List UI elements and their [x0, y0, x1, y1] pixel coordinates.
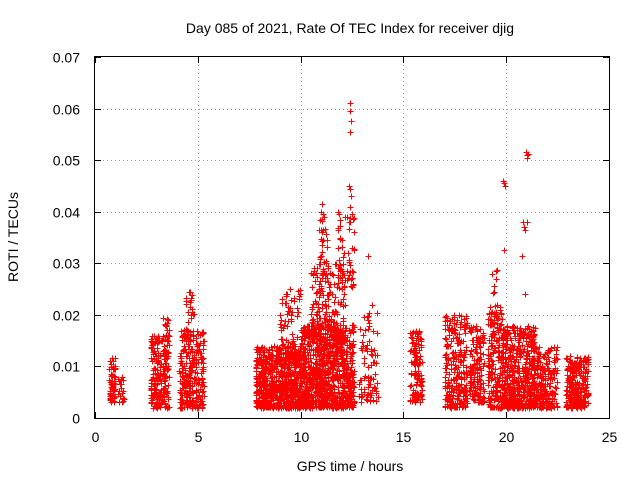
x-axis-label: GPS time / hours — [297, 458, 404, 474]
roti-point-markers — [106, 100, 592, 412]
x-tick-label: 25 — [602, 429, 618, 445]
plot-frame — [94, 56, 610, 419]
y-axis-label: ROTI / TECUs — [5, 192, 21, 282]
y-tick-label: 0.04 — [53, 205, 80, 221]
axis-ticks: 0 5 10 15 20 25 0 0.01 0.02 0.03 0.04 0.05 0.06 0.07 — [53, 50, 618, 446]
y-tick-label: 0.05 — [53, 153, 80, 169]
y-tick-label: 0.06 — [53, 102, 80, 118]
data-points — [106, 100, 592, 412]
x-tick-label: 5 — [195, 429, 203, 445]
y-tick-label: 0 — [72, 411, 80, 427]
y-tick-label: 0.02 — [53, 308, 80, 324]
x-tick-label: 15 — [396, 429, 412, 445]
y-tick-label: 0.01 — [53, 359, 80, 375]
x-tick-label: 10 — [294, 429, 310, 445]
x-tick-label: 20 — [499, 429, 515, 445]
y-tick-label: 0.07 — [53, 50, 80, 66]
y-tick-label: 0.03 — [53, 256, 80, 272]
chart-title: Day 085 of 2021, Rate Of TEC Index for r… — [186, 20, 514, 36]
x-tick-label: 0 — [92, 429, 100, 445]
